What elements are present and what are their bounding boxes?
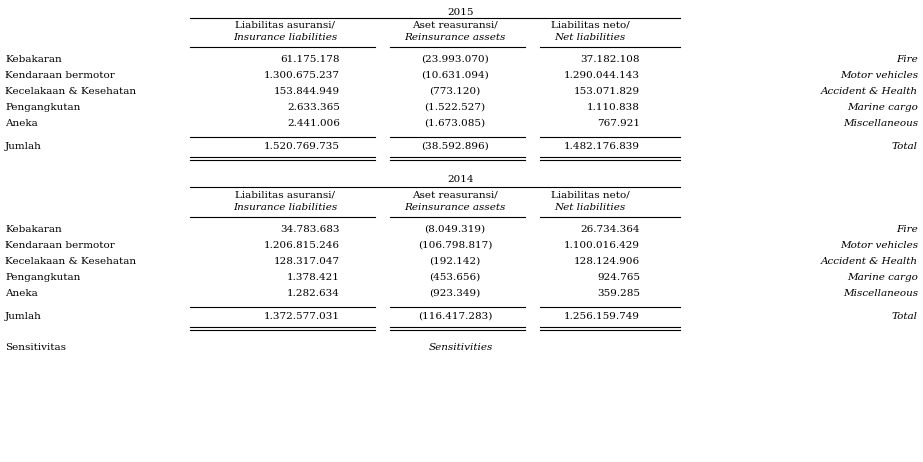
Text: Kendaraan bermotor: Kendaraan bermotor xyxy=(5,71,114,80)
Text: (10.631.094): (10.631.094) xyxy=(421,71,489,80)
Text: (923.349): (923.349) xyxy=(429,289,481,298)
Text: (453.656): (453.656) xyxy=(429,273,481,282)
Text: Insurance liabilities: Insurance liabilities xyxy=(233,203,337,212)
Text: 153.071.829: 153.071.829 xyxy=(574,87,640,96)
Text: Total: Total xyxy=(892,312,918,321)
Text: 1.372.577.031: 1.372.577.031 xyxy=(264,312,340,321)
Text: 1.300.675.237: 1.300.675.237 xyxy=(264,71,340,80)
Text: 2.633.365: 2.633.365 xyxy=(287,103,340,112)
Text: 34.783.683: 34.783.683 xyxy=(281,225,340,234)
Text: 1.482.176.839: 1.482.176.839 xyxy=(564,142,640,151)
Text: Fire: Fire xyxy=(896,55,918,64)
Text: Miscellaneous: Miscellaneous xyxy=(843,119,918,128)
Text: 2015: 2015 xyxy=(448,8,474,17)
Text: Aset reasuransi/: Aset reasuransi/ xyxy=(413,191,497,200)
Text: Net liabilities: Net liabilities xyxy=(555,203,626,212)
Text: (38.592.896): (38.592.896) xyxy=(421,142,489,151)
Text: 1.206.815.246: 1.206.815.246 xyxy=(264,241,340,250)
Text: Jumlah: Jumlah xyxy=(5,312,42,321)
Text: (8.049.319): (8.049.319) xyxy=(425,225,485,234)
Text: 2014: 2014 xyxy=(448,175,474,184)
Text: 26.734.364: 26.734.364 xyxy=(581,225,640,234)
Text: 61.175.178: 61.175.178 xyxy=(281,55,340,64)
Text: Aneka: Aneka xyxy=(5,119,38,128)
Text: Liabilitas asuransi/: Liabilitas asuransi/ xyxy=(235,21,335,30)
Text: Aset reasuransi/: Aset reasuransi/ xyxy=(413,21,497,30)
Text: Total: Total xyxy=(892,142,918,151)
Text: (1.522.527): (1.522.527) xyxy=(425,103,485,112)
Text: 128.124.906: 128.124.906 xyxy=(574,257,640,266)
Text: 153.844.949: 153.844.949 xyxy=(274,87,340,96)
Text: Motor vehicles: Motor vehicles xyxy=(840,241,918,250)
Text: 1.256.159.749: 1.256.159.749 xyxy=(564,312,640,321)
Text: Sensitivities: Sensitivities xyxy=(429,343,493,352)
Text: Kecelakaan & Kesehatan: Kecelakaan & Kesehatan xyxy=(5,87,136,96)
Text: 37.182.108: 37.182.108 xyxy=(581,55,640,64)
Text: Liabilitas neto/: Liabilitas neto/ xyxy=(551,191,629,200)
Text: (23.993.070): (23.993.070) xyxy=(421,55,489,64)
Text: 1.282.634: 1.282.634 xyxy=(287,289,340,298)
Text: Reinsurance assets: Reinsurance assets xyxy=(404,33,506,42)
Text: 359.285: 359.285 xyxy=(597,289,640,298)
Text: 128.317.047: 128.317.047 xyxy=(274,257,340,266)
Text: (773.120): (773.120) xyxy=(429,87,481,96)
Text: Fire: Fire xyxy=(896,225,918,234)
Text: Reinsurance assets: Reinsurance assets xyxy=(404,203,506,212)
Text: (106.798.817): (106.798.817) xyxy=(418,241,492,250)
Text: Accident & Health: Accident & Health xyxy=(821,87,918,96)
Text: Kendaraan bermotor: Kendaraan bermotor xyxy=(5,241,114,250)
Text: (192.142): (192.142) xyxy=(429,257,481,266)
Text: Liabilitas neto/: Liabilitas neto/ xyxy=(551,21,629,30)
Text: Kebakaran: Kebakaran xyxy=(5,55,62,64)
Text: Liabilitas asuransi/: Liabilitas asuransi/ xyxy=(235,191,335,200)
Text: Sensitivitas: Sensitivitas xyxy=(5,343,66,352)
Text: 1.378.421: 1.378.421 xyxy=(287,273,340,282)
Text: Motor vehicles: Motor vehicles xyxy=(840,71,918,80)
Text: (1.673.085): (1.673.085) xyxy=(425,119,485,128)
Text: 1.520.769.735: 1.520.769.735 xyxy=(264,142,340,151)
Text: Marine cargo: Marine cargo xyxy=(847,103,918,112)
Text: 2.441.006: 2.441.006 xyxy=(287,119,340,128)
Text: Marine cargo: Marine cargo xyxy=(847,273,918,282)
Text: 1.100.016.429: 1.100.016.429 xyxy=(564,241,640,250)
Text: 767.921: 767.921 xyxy=(597,119,640,128)
Text: 1.110.838: 1.110.838 xyxy=(587,103,640,112)
Text: Pengangkutan: Pengangkutan xyxy=(5,273,80,282)
Text: Kecelakaan & Kesehatan: Kecelakaan & Kesehatan xyxy=(5,257,136,266)
Text: 1.290.044.143: 1.290.044.143 xyxy=(564,71,640,80)
Text: Jumlah: Jumlah xyxy=(5,142,42,151)
Text: Aneka: Aneka xyxy=(5,289,38,298)
Text: 924.765: 924.765 xyxy=(597,273,640,282)
Text: Pengangkutan: Pengangkutan xyxy=(5,103,80,112)
Text: Insurance liabilities: Insurance liabilities xyxy=(233,33,337,42)
Text: Kebakaran: Kebakaran xyxy=(5,225,62,234)
Text: (116.417.283): (116.417.283) xyxy=(418,312,492,321)
Text: Miscellaneous: Miscellaneous xyxy=(843,289,918,298)
Text: Accident & Health: Accident & Health xyxy=(821,257,918,266)
Text: Net liabilities: Net liabilities xyxy=(555,33,626,42)
